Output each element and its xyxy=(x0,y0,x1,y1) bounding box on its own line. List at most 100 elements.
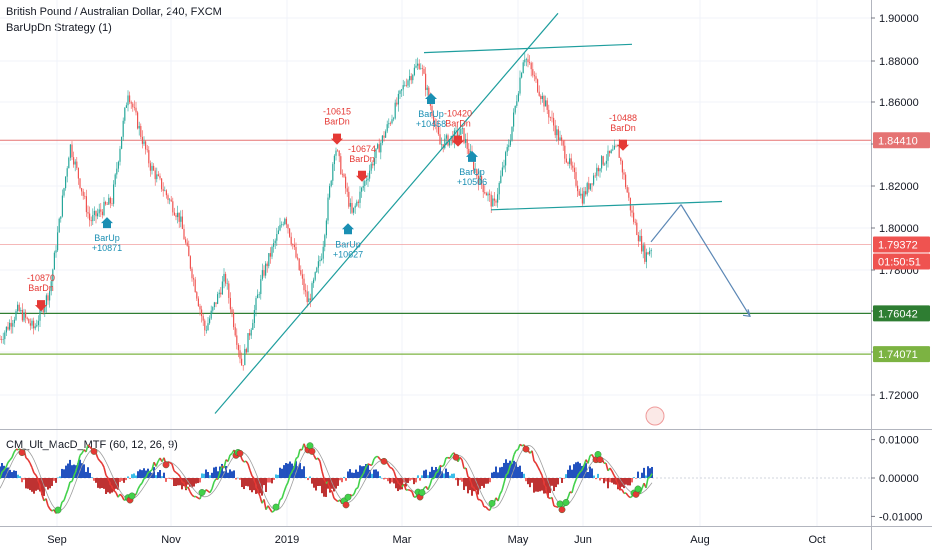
signal-up: BarUp+10506 xyxy=(457,150,487,187)
macd-bar xyxy=(181,478,183,490)
candle-body xyxy=(47,295,49,301)
macd-bar xyxy=(543,478,545,494)
candle-body xyxy=(172,201,174,213)
macd-cross-dot xyxy=(162,461,170,469)
candle-body xyxy=(364,181,366,186)
macd-segment xyxy=(63,494,67,501)
macd-bar xyxy=(217,471,219,478)
candle-body xyxy=(634,221,636,223)
macd-segment xyxy=(189,491,193,496)
candle-body xyxy=(117,161,119,169)
macd-bar xyxy=(123,478,125,483)
candle-body xyxy=(76,161,78,168)
candle-body xyxy=(162,189,164,191)
candle-body xyxy=(303,278,305,291)
macd-bar xyxy=(479,478,481,490)
macd-bar xyxy=(31,478,33,492)
macd-bar xyxy=(189,478,191,487)
candle-body xyxy=(399,90,401,94)
macd-bar xyxy=(413,478,415,485)
macd-bar xyxy=(171,478,173,480)
macd-bar xyxy=(607,478,609,489)
candle-body xyxy=(242,365,244,366)
candle-body xyxy=(485,193,487,196)
macd-bar xyxy=(141,470,143,478)
macd-segment xyxy=(513,450,517,456)
macd-segment xyxy=(365,463,369,468)
macd-segment xyxy=(485,506,489,510)
candle-body xyxy=(292,243,294,245)
candle-body xyxy=(124,107,126,121)
candle-body xyxy=(36,325,38,327)
candle-body xyxy=(82,191,84,196)
macd-bar xyxy=(197,478,199,484)
macd-segment xyxy=(331,491,335,499)
macd-segment xyxy=(229,452,233,456)
candle-body xyxy=(609,150,611,154)
macd-bar xyxy=(633,477,635,478)
signal-label: -10488 xyxy=(609,113,637,123)
macd-segment xyxy=(155,461,159,467)
macd-bar xyxy=(103,478,105,489)
macd-bar xyxy=(143,468,145,478)
candle-body xyxy=(169,199,171,201)
level-tag-bg xyxy=(873,305,930,322)
macd-bar xyxy=(215,466,217,478)
macd-bar xyxy=(519,465,521,478)
macd-bar xyxy=(441,471,443,478)
macd-cross-dot xyxy=(308,447,316,455)
macd-bar xyxy=(447,471,449,478)
macd-segment xyxy=(317,457,321,462)
macd-bar xyxy=(581,465,583,478)
candle-body xyxy=(125,105,127,108)
candle-body xyxy=(385,131,387,138)
candle-body xyxy=(597,167,599,172)
candle-body xyxy=(197,298,199,307)
candle-body xyxy=(209,318,211,324)
signal-label: +10468 xyxy=(416,119,446,129)
macd-cross-dot xyxy=(488,499,496,507)
macd-segment xyxy=(531,450,535,462)
signal-arrow-down xyxy=(617,139,629,151)
candle-body xyxy=(492,198,494,207)
macd-bar xyxy=(21,478,23,483)
candle-body xyxy=(37,320,39,326)
macd-segment xyxy=(191,494,195,498)
candle-body xyxy=(527,59,529,63)
candle-body xyxy=(213,302,215,307)
macd-segment xyxy=(617,485,621,490)
macd-bar xyxy=(453,473,455,478)
macd-segment xyxy=(249,469,253,477)
macd-bar xyxy=(155,475,157,478)
candle-body xyxy=(121,136,123,149)
macd-segment xyxy=(541,475,545,484)
macd-bar xyxy=(205,469,207,478)
event-badge xyxy=(645,406,665,426)
macd-segment xyxy=(73,470,77,477)
macd-segment xyxy=(395,477,399,483)
signal-label: +10506 xyxy=(457,177,487,187)
macd-segment xyxy=(13,448,17,453)
macd-bar xyxy=(335,478,337,489)
candle-body xyxy=(309,298,311,301)
candle-body xyxy=(289,228,291,237)
candle-body xyxy=(44,305,46,313)
signal-label: -10420 xyxy=(444,109,472,119)
macd-cross-dot xyxy=(342,501,350,509)
trendline-trend xyxy=(423,43,633,54)
macd-segment xyxy=(387,463,391,468)
candle-body xyxy=(1,339,3,340)
macd-bar xyxy=(71,465,73,478)
macd-segment xyxy=(323,478,327,484)
macd-segment xyxy=(433,472,437,479)
macd-segment xyxy=(41,494,45,502)
macd-bar xyxy=(161,476,163,478)
candle-body xyxy=(340,156,342,174)
candle-body xyxy=(581,193,583,204)
macd-bar xyxy=(645,475,647,478)
signal-label: BarUp xyxy=(459,167,485,177)
macd-bar xyxy=(121,478,123,481)
candle-body xyxy=(426,87,428,91)
macd-bar xyxy=(541,478,543,491)
